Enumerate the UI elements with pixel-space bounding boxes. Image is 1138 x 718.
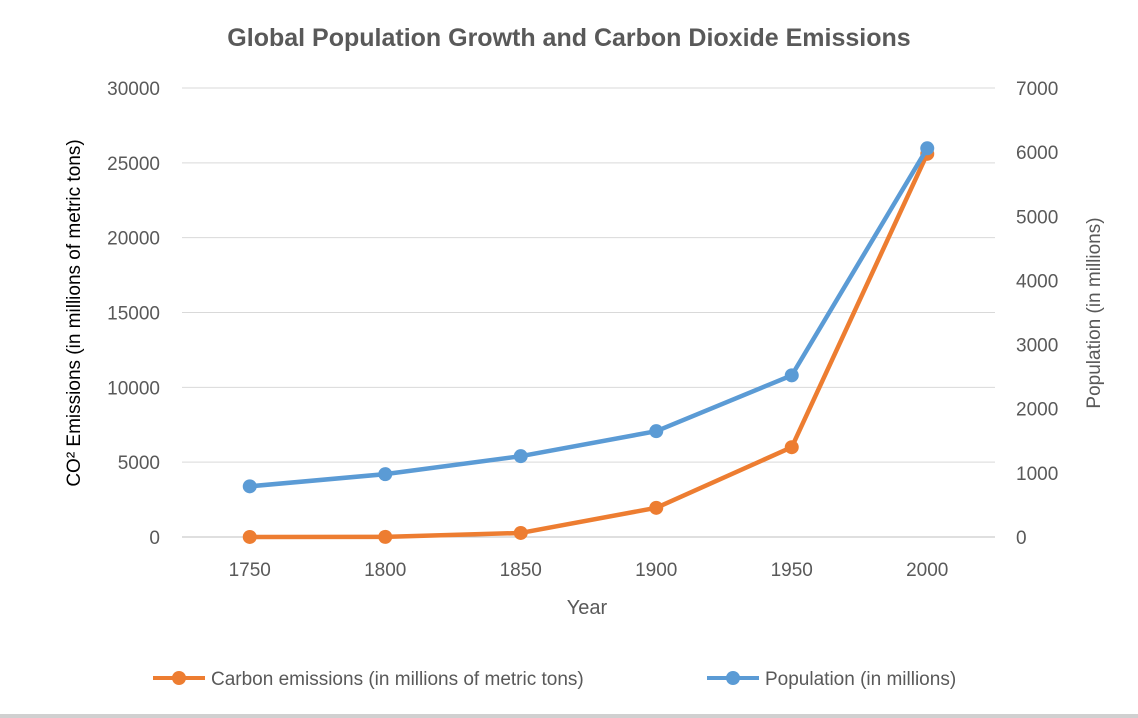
data-point-population bbox=[242, 479, 257, 494]
left-tick-label: 0 bbox=[149, 528, 160, 549]
data-point-carbon bbox=[378, 529, 393, 544]
right-tick-label: 0 bbox=[1016, 528, 1027, 549]
x-tick-label: 1900 bbox=[635, 560, 677, 581]
left-axis-label: CO² Emissions (in millions of metric ton… bbox=[64, 139, 85, 486]
x-tick-label: 1950 bbox=[771, 560, 813, 581]
left-tick-label: 10000 bbox=[107, 378, 160, 399]
bottom-border bbox=[0, 714, 1138, 718]
right-tick-label: 7000 bbox=[1016, 79, 1058, 100]
left-tick-label: 20000 bbox=[107, 229, 160, 250]
x-tick-label: 1800 bbox=[364, 560, 406, 581]
right-tick-label: 2000 bbox=[1016, 400, 1058, 421]
data-point-population bbox=[513, 449, 528, 464]
x-tick-label: 1750 bbox=[229, 560, 271, 581]
chart-title: Global Population Growth and Carbon Diox… bbox=[227, 24, 910, 52]
left-tick-label: 30000 bbox=[107, 79, 160, 100]
data-point-population bbox=[378, 467, 393, 482]
legend-item-carbon[interactable]: Carbon emissions (in millions of metric … bbox=[153, 669, 584, 690]
legend: Carbon emissions (in millions of metric … bbox=[153, 669, 956, 690]
legend-label-carbon: Carbon emissions (in millions of metric … bbox=[211, 669, 584, 690]
data-point-population bbox=[784, 368, 799, 383]
right-tick-label: 4000 bbox=[1016, 271, 1058, 292]
x-tick-label: 1850 bbox=[500, 560, 542, 581]
x-tick-label: 2000 bbox=[906, 560, 948, 581]
left-tick-label: 15000 bbox=[107, 304, 160, 325]
right-tick-label: 5000 bbox=[1016, 207, 1058, 228]
data-point-population bbox=[920, 141, 935, 156]
series-line-population bbox=[249, 147, 930, 489]
left-tick-label: 25000 bbox=[107, 154, 160, 175]
x-axis-label: Year bbox=[567, 597, 608, 619]
right-tick-label: 6000 bbox=[1016, 143, 1058, 164]
legend-marker-population bbox=[726, 671, 740, 685]
right-axis-label: Population (in millions) bbox=[1084, 217, 1105, 408]
legend-item-population[interactable]: Population (in millions) bbox=[707, 669, 956, 690]
data-point-carbon bbox=[513, 525, 528, 540]
right-tick-label: 1000 bbox=[1016, 464, 1058, 485]
data-point-carbon bbox=[649, 500, 664, 515]
legend-marker-carbon bbox=[172, 671, 186, 685]
legend-label-population: Population (in millions) bbox=[765, 669, 956, 690]
data-point-carbon bbox=[242, 529, 257, 544]
data-point-carbon bbox=[784, 440, 799, 455]
right-tick-label: 3000 bbox=[1016, 336, 1058, 357]
left-tick-label: 5000 bbox=[118, 453, 160, 474]
data-point-population bbox=[649, 424, 664, 439]
series-line-carbon bbox=[249, 152, 930, 540]
